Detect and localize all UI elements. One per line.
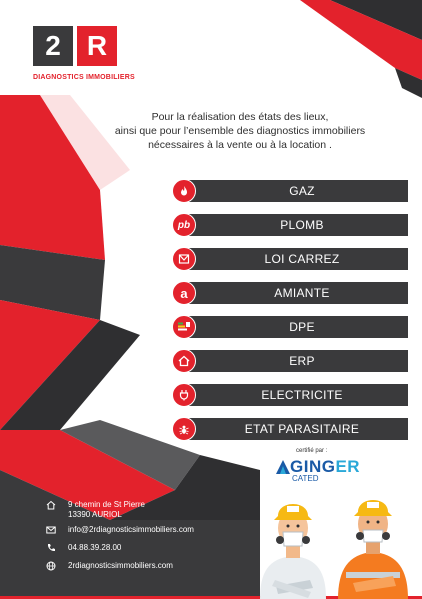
mail-icon (46, 525, 56, 535)
worker-right (338, 500, 408, 599)
certification-label: certifié par : (296, 448, 328, 454)
service-label: AMIANTE (184, 282, 408, 304)
ribbon-left-dark-2 (0, 320, 140, 430)
globe-icon (46, 561, 56, 571)
contact-phone: 04.88.39.28.00 (46, 543, 246, 553)
flame-icon (172, 179, 196, 203)
home-icon (46, 500, 56, 510)
service-etat-parasitaire: ETAT PARASITAIRE (172, 417, 408, 441)
intro-line-1: Pour la réalisation des états des lieux, (151, 111, 329, 123)
ginger-text-a: GING (290, 457, 336, 476)
phone-number[interactable]: 04.88.39.28.00 (68, 543, 122, 552)
ribbon-top-red (300, 0, 422, 80)
ribbon-left-red (0, 95, 105, 260)
service-electricite: ELECTRICITE (172, 383, 408, 407)
address-line-2: 13390 AURIOL (68, 510, 122, 519)
website-link[interactable]: 2rdiagnosticsimmobiliers.com (68, 561, 173, 570)
cated-text: CATED (292, 474, 319, 483)
ginger-text-b: ER (335, 457, 361, 476)
service-amiante: AMIANTE a (172, 281, 408, 305)
service-erp: ERP (172, 349, 408, 373)
contact-website: 2rdiagnosticsimmobiliers.com (46, 561, 246, 571)
bottom-dark-band (0, 470, 260, 599)
energy-label-icon (172, 315, 196, 339)
house-icon (172, 349, 196, 373)
logo-r-box: R (77, 26, 117, 66)
ribbon-left-dark (0, 245, 105, 320)
service-label: DPE (184, 316, 408, 338)
termite-icon (172, 417, 196, 441)
bottom-dark-band-2 (110, 455, 260, 520)
worker-left (260, 504, 326, 599)
phone-icon (46, 543, 56, 553)
service-label: LOI CARREZ (184, 248, 408, 270)
service-gaz: GAZ (172, 179, 408, 203)
ribbon-left-red-2 (0, 300, 100, 430)
brand-tagline: DIAGNOSTICS IMMOBILIERS (33, 74, 135, 81)
ribbon-middle-shadow (60, 420, 200, 490)
contact-email: info@2rdiagnosticsimmobiliers.com (46, 525, 246, 535)
address-line-1: 9 chemin de St Pierre (68, 500, 145, 509)
floorplan-icon (172, 247, 196, 271)
pb-icon: pb (172, 213, 196, 237)
logo-2-box: 2 (33, 26, 73, 66)
service-label: PLOMB (184, 214, 408, 236)
bottom-red-strip (0, 596, 422, 599)
contact-address: 9 chemin de St Pierre 13390 AURIOL (46, 500, 246, 520)
intro-line-3: nécessaires à la vente ou à la location … (148, 139, 332, 151)
service-label: ERP (184, 350, 408, 372)
services-list: GAZ PLOMB pb LOI CARREZ AMIANTE a DPE E (172, 179, 408, 451)
email-link[interactable]: info@2rdiagnosticsimmobiliers.com (68, 525, 194, 534)
ribbon-left-fade (40, 95, 130, 190)
service-loi-carrez: LOI CARREZ (172, 247, 408, 271)
service-label: ETAT PARASITAIRE (184, 418, 408, 440)
brand-logo: 2 R (33, 26, 117, 66)
service-dpe: DPE (172, 315, 408, 339)
contact-block: 9 chemin de St Pierre 13390 AURIOL info@… (46, 500, 246, 571)
service-label: GAZ (184, 180, 408, 202)
service-plomb: PLOMB pb (172, 213, 408, 237)
workers-illustration (260, 500, 408, 599)
service-label: ELECTRICITE (184, 384, 408, 406)
ginger-mark-icon (276, 460, 290, 474)
ginger-wordmark: GING ER (276, 457, 360, 477)
ribbon-top-dark-2 (395, 68, 422, 98)
ribbon-middle-red (0, 430, 175, 520)
intro-text: Pour la réalisation des états des lieux,… (95, 110, 385, 152)
plug-icon (172, 383, 196, 407)
intro-line-2: ainsi que pour l’ensemble des diagnostic… (114, 125, 366, 137)
asbestos-icon: a (172, 281, 196, 305)
ginger-cated-logo: GING ER CATED (276, 457, 360, 483)
